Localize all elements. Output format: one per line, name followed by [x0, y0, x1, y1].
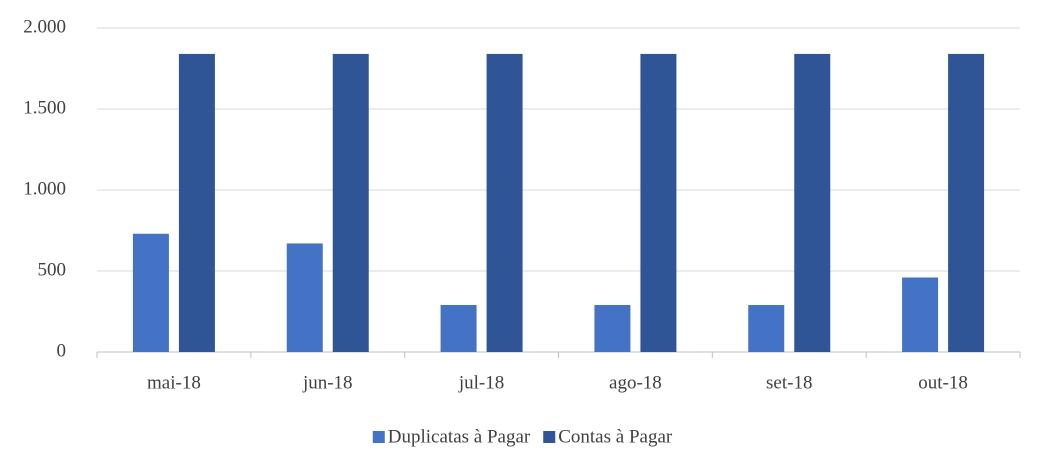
bar: [332, 53, 369, 353]
y-tick-label: 500: [38, 259, 67, 280]
y-tick-label: 2.000: [23, 16, 66, 37]
bar: [794, 53, 831, 353]
y-tick-label: 0: [57, 340, 67, 361]
bar: [132, 233, 169, 352]
legend-label: Contas à Pagar: [558, 426, 673, 447]
legend-swatch: [372, 431, 385, 443]
bar: [440, 305, 477, 352]
bar: [902, 277, 939, 352]
bar: [178, 53, 215, 353]
bar: [286, 243, 323, 352]
bar: [948, 53, 985, 353]
bar: [594, 305, 631, 352]
x-tick-label: jul-18: [458, 372, 504, 393]
legend-swatch: [543, 431, 556, 443]
x-tick-label: set-18: [766, 372, 812, 393]
x-tick-label: mai-18: [147, 372, 201, 393]
bar: [640, 53, 677, 353]
x-tick-label: out-18: [918, 372, 968, 393]
x-tick-label: jun-18: [302, 372, 353, 393]
legend-label: Duplicatas à Pagar: [388, 426, 531, 447]
bar: [748, 305, 785, 352]
x-tick-label: ago-18: [609, 372, 662, 393]
y-tick-label: 1.500: [23, 97, 66, 118]
y-tick-label: 1.000: [23, 178, 66, 199]
bar: [486, 53, 523, 353]
